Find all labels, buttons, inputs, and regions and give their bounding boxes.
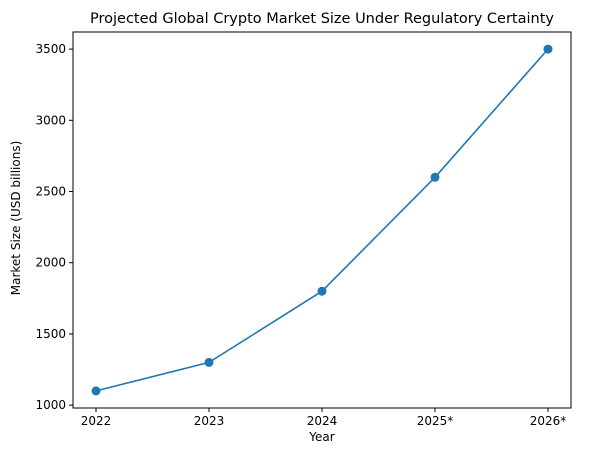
y-axis-ticks: 1000 1500 2000 2500 3000 3500	[35, 42, 73, 412]
x-tick-label: 2026*	[530, 414, 567, 428]
data-point	[317, 286, 327, 296]
chart-title: Projected Global Crypto Market Size Unde…	[90, 11, 554, 27]
data-point	[543, 44, 553, 54]
y-tick-label: 3000	[35, 113, 66, 127]
data-point	[91, 386, 101, 396]
data-point	[204, 357, 214, 367]
y-tick-label: 3500	[35, 42, 66, 56]
plot-area: 2022 2023 2024 2025* 2026* 1000 1500 2000 2500 3…	[35, 31, 572, 428]
series-points	[91, 44, 553, 396]
x-tick-label: 2023	[194, 414, 225, 428]
y-tick-label: 1000	[35, 398, 66, 412]
y-tick-label: 2500	[35, 185, 66, 199]
y-axis-label: Market Size (USD billions)	[9, 141, 23, 295]
x-axis-ticks: 2022 2023 2024 2025* 2026*	[81, 408, 567, 428]
data-point	[430, 172, 440, 182]
y-tick-label: 1500	[35, 327, 66, 341]
y-tick-label: 2000	[35, 256, 66, 270]
x-tick-label: 2025*	[417, 414, 454, 428]
x-axis-label: Year	[308, 430, 334, 444]
x-tick-label: 2022	[81, 414, 112, 428]
x-tick-label: 2024	[307, 414, 338, 428]
